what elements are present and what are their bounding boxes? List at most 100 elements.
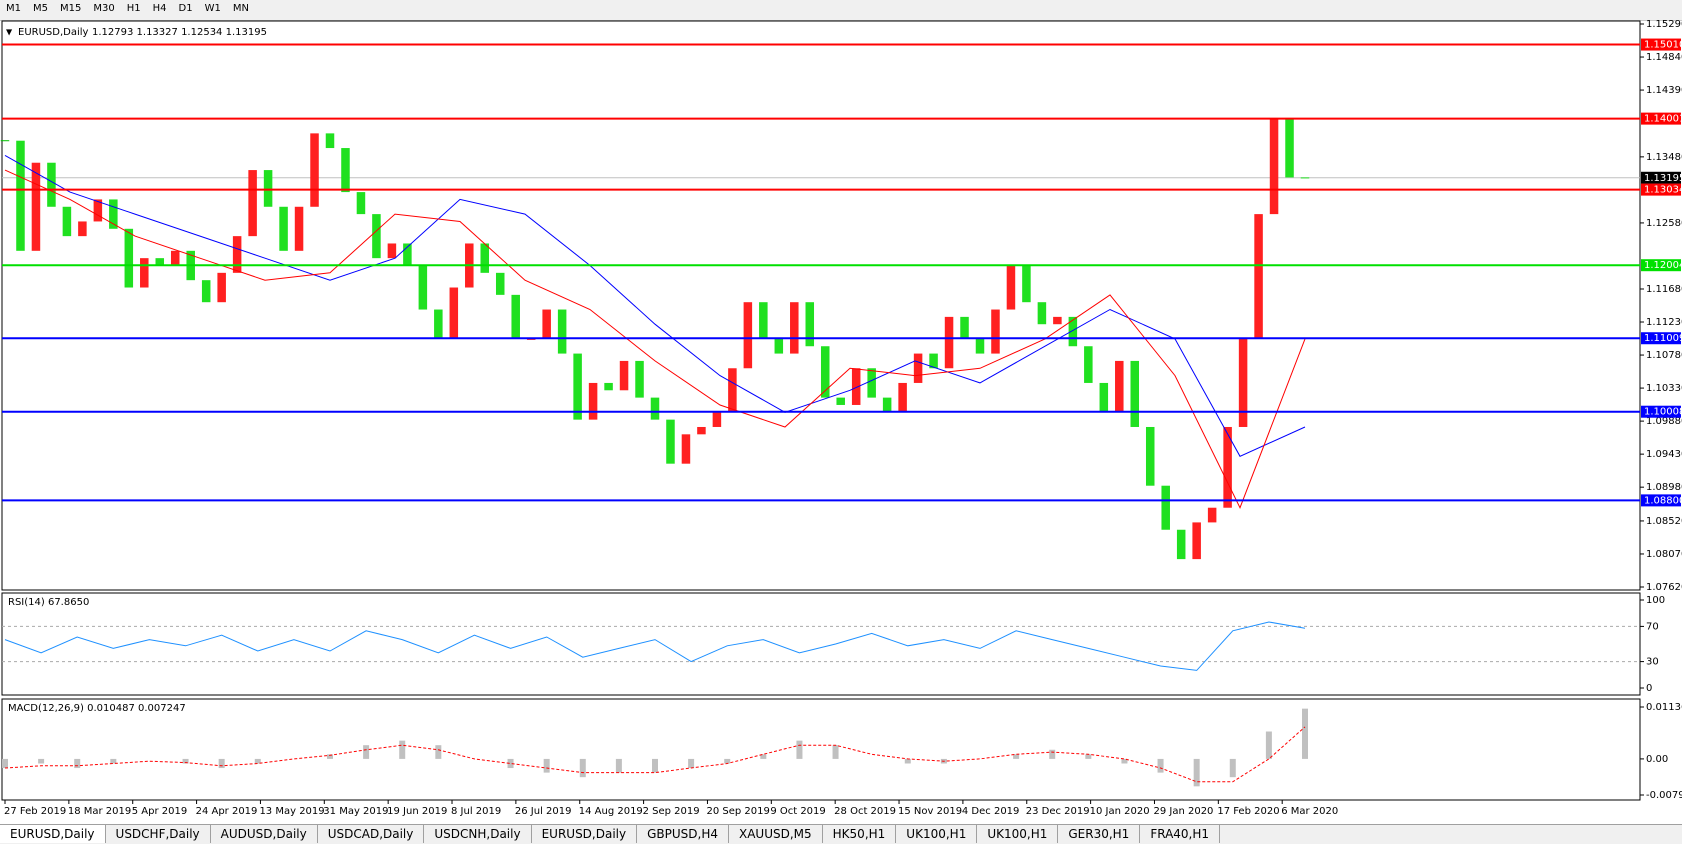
candle [403,243,412,266]
candle [93,199,103,222]
candle [619,360,629,391]
chart-tab[interactable]: HK50,H1 [823,825,897,843]
macd-bar [832,745,839,759]
candle [124,228,134,288]
y-tick-label: 0 [1646,683,1652,694]
timeframe-button[interactable]: M15 [60,3,82,14]
candle [635,360,644,398]
candle [588,382,598,420]
menu-arrow[interactable]: ▼ [6,28,13,37]
candle [217,272,226,303]
level-tag [1641,112,1681,125]
candle [387,243,397,259]
timeframe-button[interactable]: M30 [93,3,115,14]
macd-bar [399,740,406,759]
macd-bar [435,745,442,759]
x-tick-label: 13 May 2019 [259,806,324,817]
y-tick-label: 30 [1646,657,1659,668]
x-tick-label: 23 Dec 2019 [1026,806,1090,817]
x-tick-label: 10 Jan 2020 [1090,806,1150,817]
main-panel [1,20,1641,591]
candle [1006,265,1016,310]
macd-bar [1085,754,1092,759]
candle [1084,346,1093,383]
chart-tab[interactable]: GBPUSD,H4 [637,825,729,843]
y-tick-label: 0.011362 [1646,702,1682,713]
x-tick-label: 19 Jun 2019 [387,806,447,817]
candle [557,309,567,354]
chart-tab[interactable]: EURUSD,Daily [0,825,106,843]
level-tag [1641,259,1681,272]
ohlc: 1.12793 1.13327 1.12534 1.13195 [92,27,267,38]
y-tick-label: 1.08980 [1646,482,1682,493]
macd-bar [327,754,333,759]
macd-bar [38,758,45,764]
macd-bar [507,758,514,769]
candle [929,353,938,369]
level-label: 1.14001 [1644,114,1682,125]
y-tick-label: 100 [1646,595,1665,606]
candle [1254,214,1263,339]
candle [480,243,490,273]
current-price: 1.13195 [1644,173,1682,184]
candle [341,148,350,193]
x-tick-label: 14 Aug 2019 [579,806,643,817]
y-tick-label: 1.09430 [1646,449,1682,460]
macd-bar [1121,758,1128,764]
timeframe-button[interactable]: MN [232,3,249,14]
candle [140,258,149,288]
chart-tab[interactable]: EURUSD,Daily [532,825,638,843]
x-tick-label: 17 Feb 2020 [1217,806,1279,817]
timeframe-button[interactable]: H4 [152,3,167,14]
candle [1238,338,1248,427]
moving-average [4,154,1306,457]
chart-tab[interactable]: XAUUSD,M5 [729,825,823,843]
candle [790,302,799,354]
candle [960,316,969,339]
chart-tab[interactable]: USDCNH,Daily [424,825,532,843]
candle [418,265,428,310]
chart-tab[interactable]: GER30,H1 [1058,825,1141,843]
macd-bar [110,758,117,764]
chart-tab[interactable]: AUDUSD,Daily [211,825,318,843]
macd-bar [652,758,658,773]
x-tick-label: 28 Oct 2019 [834,806,896,817]
level-label: 1.15010 [1644,40,1682,51]
x-tick-label: 27 Feb 2019 [4,806,66,817]
level-tag [1641,332,1681,345]
y-tick-label: 70 [1646,621,1659,632]
timeframe-button[interactable]: M1 [6,3,21,14]
macd-bar [182,758,189,764]
chart-tab[interactable]: USDCAD,Daily [318,825,425,843]
y-tick-label: 1.11680 [1646,284,1682,295]
candle [1300,177,1310,179]
level-label: 1.10008 [1644,407,1682,418]
chart-tab[interactable]: FRA40,H1 [1140,825,1221,843]
timeframe-button[interactable]: W1 [204,3,221,14]
timeframe-button[interactable]: M5 [33,3,48,14]
candle [16,140,25,251]
y-tick-label: 1.08520 [1646,516,1682,527]
timeframe-button[interactable]: D1 [178,3,193,14]
candle [449,287,459,339]
timeframe-button[interactable]: H1 [126,3,141,14]
macd-bar [1302,708,1308,759]
chart-tab[interactable]: UK100,H1 [896,825,978,843]
x-tick-label: 9 Oct 2019 [770,806,825,817]
y-tick-label: 1.11230 [1646,317,1682,328]
candle [201,280,211,303]
y-tick-label: 1.07620 [1646,582,1682,593]
x-tick-label: 8 Jul 2019 [451,806,501,817]
level-tag [1641,38,1681,51]
chart-tab[interactable]: USDCHF,Daily [106,825,211,843]
price-tag [1641,171,1681,184]
candle [248,170,257,237]
chart-tab[interactable]: UK100,H1 [977,825,1059,843]
x-tick-label: 5 Apr 2019 [132,806,187,817]
tab-bar: EURUSD,Daily USDCHF,Daily AUDUSD,Daily USDC… [0,824,1682,844]
candle [1022,265,1031,303]
candle [109,199,118,229]
candle [1099,382,1109,413]
candle [836,397,845,405]
